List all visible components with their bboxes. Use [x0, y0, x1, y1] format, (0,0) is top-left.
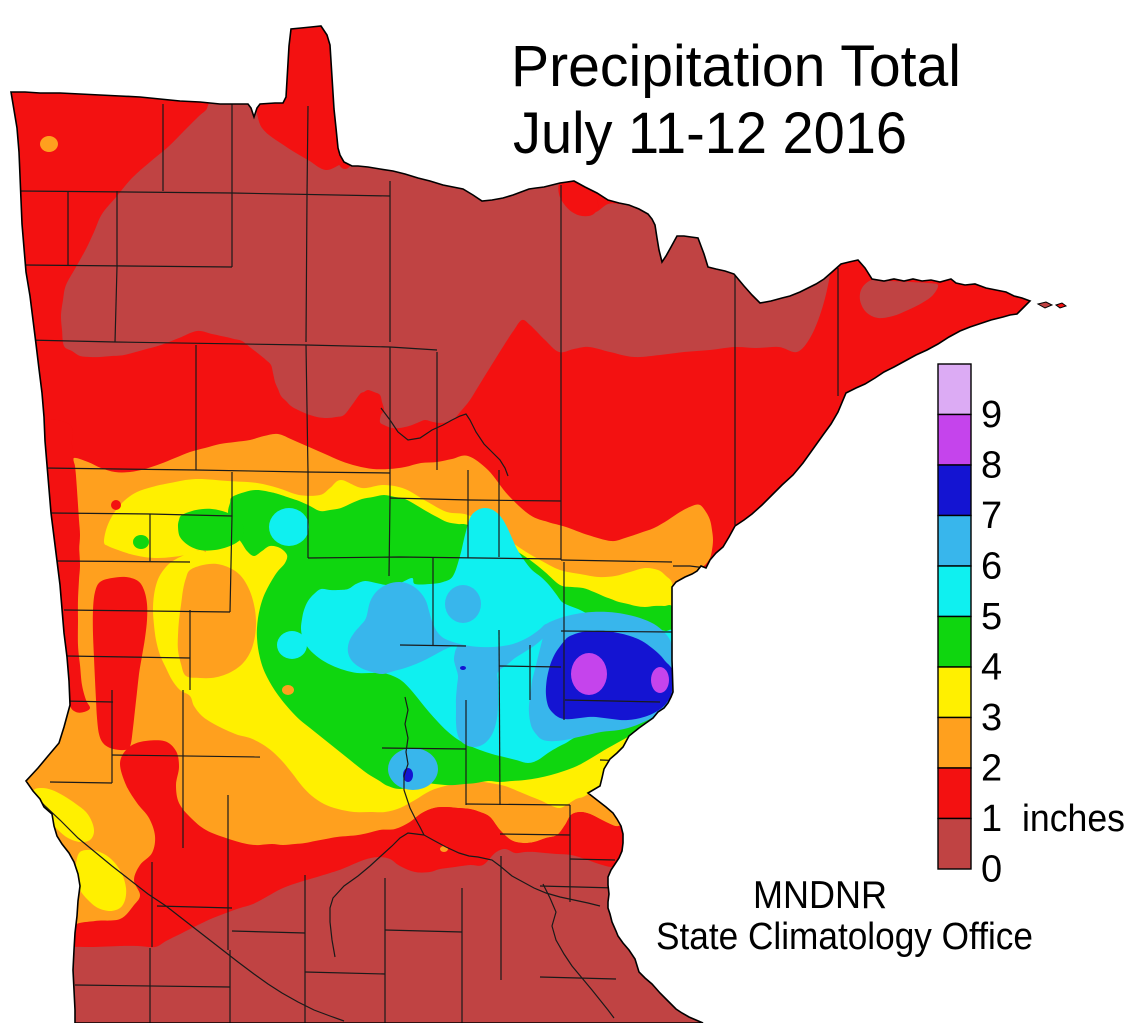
svg-text:5: 5: [981, 596, 1002, 638]
svg-text:2: 2: [981, 748, 1002, 790]
svg-text:inches: inches: [1022, 798, 1125, 840]
svg-text:6: 6: [981, 546, 1002, 588]
svg-text:Precipitation Total: Precipitation Total: [511, 34, 961, 99]
svg-text:July 11-12 2016: July 11-12 2016: [513, 101, 907, 166]
svg-text:0: 0: [981, 849, 1002, 891]
svg-text:4: 4: [981, 647, 1002, 689]
svg-text:9: 9: [981, 394, 1002, 436]
svg-text:8: 8: [981, 445, 1002, 487]
svg-text:7: 7: [981, 495, 1002, 537]
svg-text:State Climatology Office: State Climatology Office: [656, 916, 1033, 958]
svg-text:1: 1: [981, 798, 1002, 840]
svg-text:3: 3: [981, 697, 1002, 739]
svg-text:MNDNR: MNDNR: [753, 874, 887, 917]
